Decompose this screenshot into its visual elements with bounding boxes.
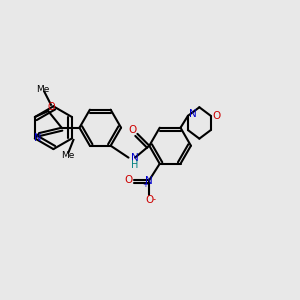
Text: O: O: [47, 103, 55, 112]
Text: O: O: [145, 195, 153, 205]
Text: O: O: [129, 125, 137, 135]
Text: +: +: [142, 182, 148, 188]
Text: N: N: [146, 176, 153, 186]
Text: Me: Me: [36, 85, 50, 94]
Text: O: O: [212, 111, 220, 121]
Text: Me: Me: [61, 151, 74, 160]
Text: O: O: [124, 175, 133, 185]
Text: N: N: [189, 109, 197, 119]
Text: H: H: [131, 160, 138, 170]
Text: N: N: [131, 153, 139, 163]
Text: -: -: [153, 195, 156, 204]
Text: N: N: [34, 134, 41, 143]
